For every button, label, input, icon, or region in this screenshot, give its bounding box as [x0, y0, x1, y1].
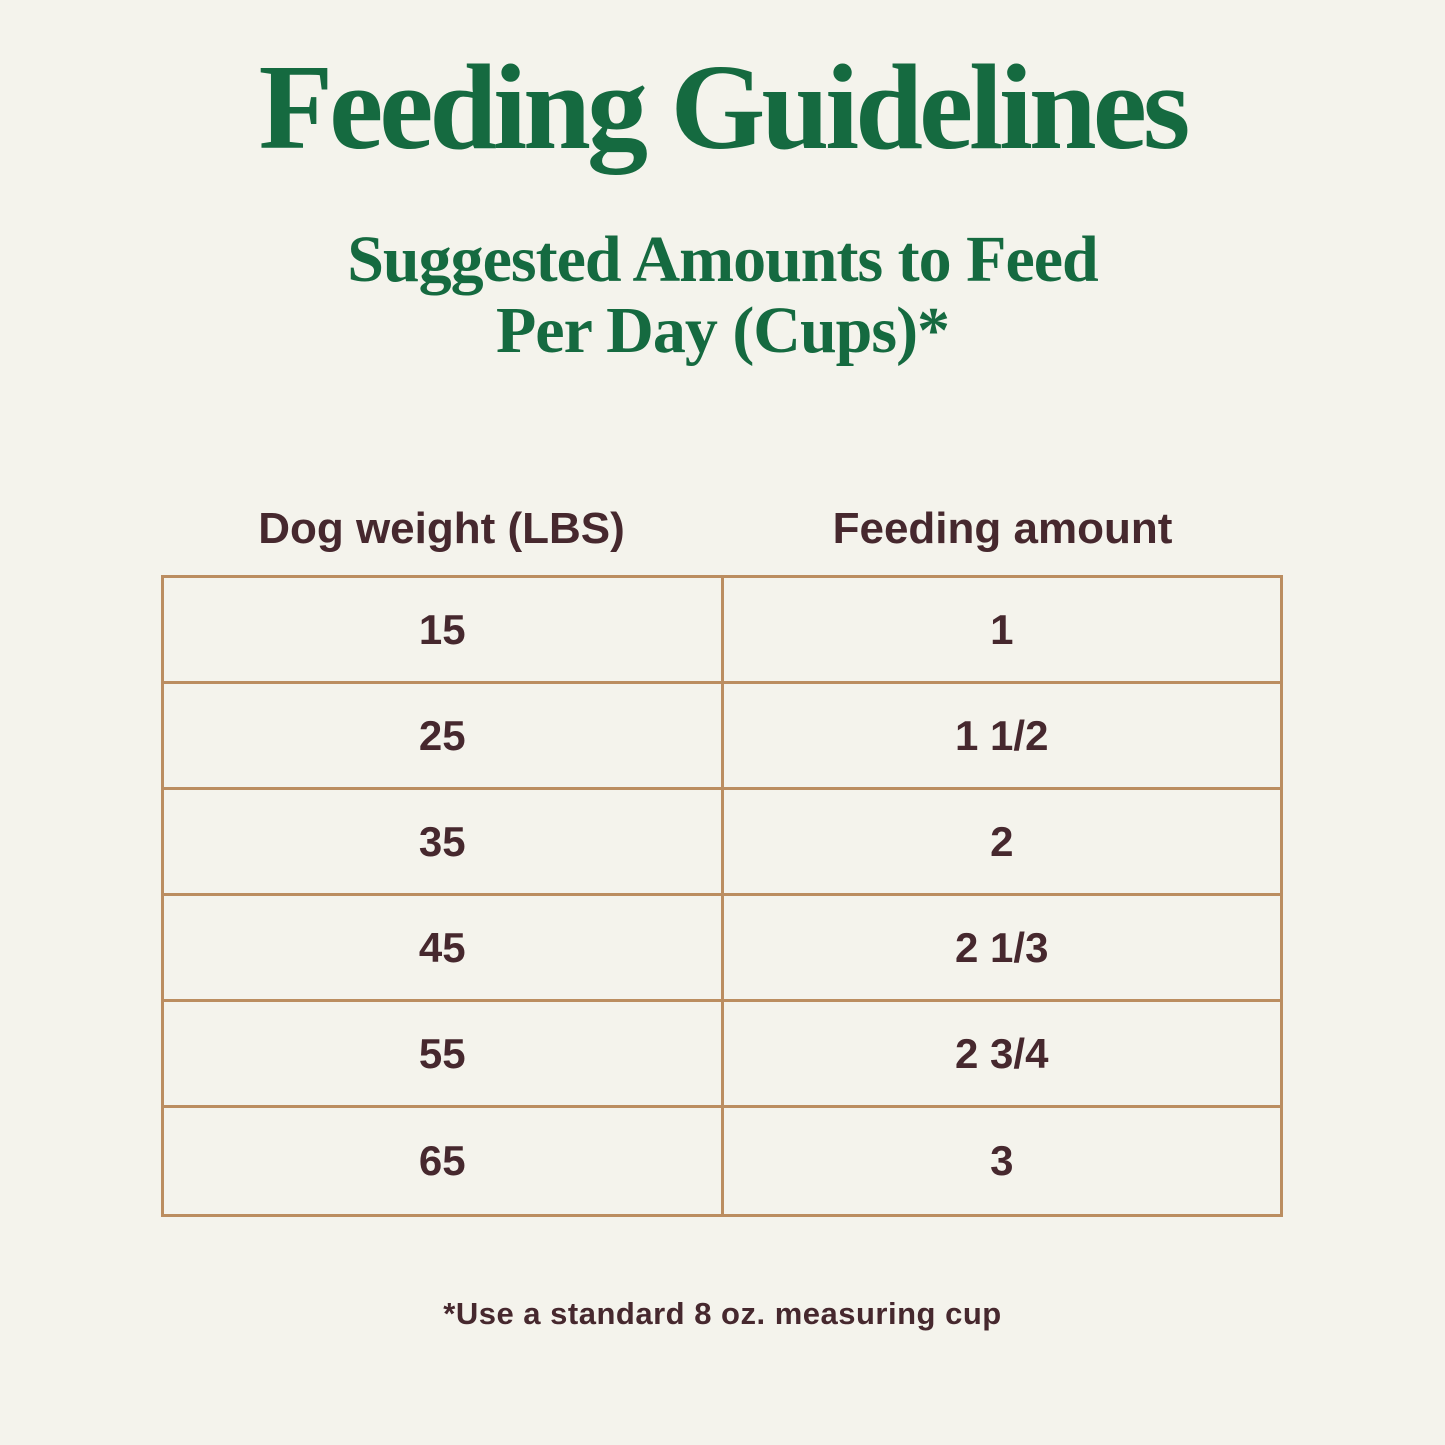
subtitle-line-1: Suggested Amounts to Feed	[347, 223, 1099, 296]
feeding-amount-cell: 1 1/2	[955, 711, 1049, 759]
feeding-amount-cell: 2 3/4	[955, 1029, 1049, 1077]
page-subtitle: Suggested Amounts to Feed Per Day (Cups)…	[0, 224, 1445, 367]
dog-weight-cell: 15	[164, 578, 724, 681]
table-row: 65 3	[164, 1108, 1280, 1214]
table-column-headers: Dog weight (LBS) Feeding amount	[161, 504, 1283, 554]
dog-weight-cell: 35	[164, 790, 724, 893]
page-title: Feeding Guidelines	[258, 40, 1191, 175]
dog-weight-cell: 25	[164, 684, 724, 787]
column-header-dog-weight: Dog weight (LBS)	[258, 504, 625, 553]
dog-weight-cell: 55	[164, 1002, 724, 1105]
dog-weight-cell: 45	[164, 896, 724, 999]
feeding-amount-cell: 1	[990, 605, 1014, 653]
table-row: 15 1	[164, 578, 1280, 684]
table-row: 55 2 3/4	[164, 1002, 1280, 1108]
feeding-amount-cell: 3	[990, 1137, 1014, 1184]
feeding-table: 15 1 25 1 1/2 35 2 45 2 1/3 55 2 3/4 65 …	[161, 575, 1283, 1217]
feeding-amount-cell: 2	[990, 817, 1014, 865]
footnote: *Use a standard 8 oz. measuring cup	[443, 1296, 1002, 1331]
dog-weight-cell: 65	[164, 1108, 724, 1214]
column-header-feeding-amount: Feeding amount	[832, 504, 1173, 553]
table-row: 45 2 1/3	[164, 896, 1280, 1002]
subtitle-line-2: Per Day (Cups)*	[495, 294, 950, 368]
feeding-amount-cell: 2 1/3	[955, 923, 1049, 971]
table-row: 35 2	[164, 790, 1280, 896]
table-row: 25 1 1/2	[164, 684, 1280, 790]
